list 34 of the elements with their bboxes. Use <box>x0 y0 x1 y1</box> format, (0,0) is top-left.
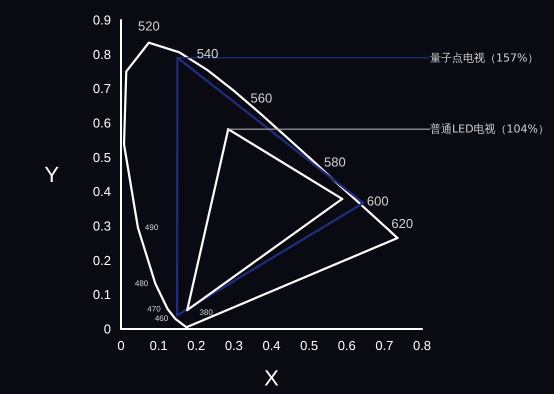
annotation: 540 <box>196 46 218 62</box>
x-tick-label: 0.4 <box>262 338 281 353</box>
text: 量子点电视（157%） <box>430 51 538 64</box>
x-tick-label: 0.2 <box>187 338 206 353</box>
x-tick-label: 0.6 <box>338 338 356 353</box>
y-tick-label: 0.4 <box>92 184 111 200</box>
annotation: 600 <box>366 193 389 208</box>
annotation: 480 <box>134 278 149 288</box>
y-tick-label: 0.5 <box>92 150 111 165</box>
x-tick-label: 0.5 <box>300 338 318 353</box>
y-tick-label: 0.2 <box>92 252 111 268</box>
y-tick-label: 0.3 <box>92 218 111 234</box>
annotation: 520 <box>138 18 160 34</box>
x-tick-label: 0 <box>117 338 125 353</box>
y-tick-label: 0.8 <box>92 46 111 62</box>
annotation: 580 <box>324 154 346 170</box>
annotation: 490 <box>144 223 159 232</box>
x-axis-title: X <box>264 366 280 390</box>
annotation: 620 <box>391 216 414 231</box>
x-tick-label: 0.8 <box>412 338 432 353</box>
annotation: 470 <box>147 304 162 314</box>
annotation: 380 <box>199 308 214 317</box>
text: 普通LED电视（104%） <box>430 122 549 136</box>
y-tick-label: 0 <box>104 322 111 336</box>
annotation: 560 <box>250 90 272 106</box>
x-tick-label: 0.7 <box>375 338 394 353</box>
x-tick-label: 0.1 <box>150 338 168 353</box>
y-tick-label: 0.9 <box>92 12 111 28</box>
x-tick-label: 0.3 <box>224 338 243 353</box>
y-tick-label: 0.7 <box>92 81 111 96</box>
annotation: 460 <box>154 314 169 324</box>
y-axis-title: Y <box>44 162 60 187</box>
y-tick-label: 0.1 <box>92 287 111 302</box>
y-tick-label: 0.6 <box>92 116 111 130</box>
